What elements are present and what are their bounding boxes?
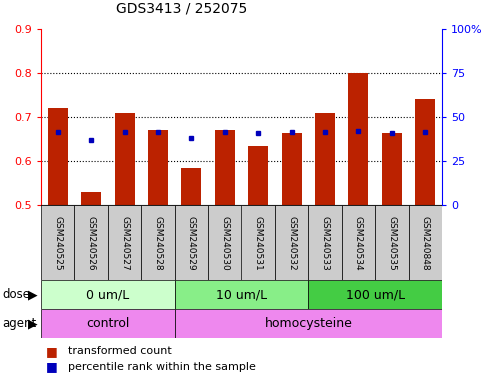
Text: 10 um/L: 10 um/L — [216, 288, 267, 301]
Text: GSM240528: GSM240528 — [154, 215, 162, 270]
Bar — [215, 130, 235, 205]
Text: homocysteine: homocysteine — [264, 317, 352, 330]
Bar — [375, 205, 409, 280]
Bar — [175, 280, 308, 309]
Text: ▶: ▶ — [28, 288, 38, 301]
Text: ■: ■ — [46, 360, 57, 373]
Bar — [308, 205, 342, 280]
Bar — [41, 205, 74, 280]
Bar — [142, 205, 175, 280]
Bar — [81, 192, 101, 205]
Bar — [148, 130, 168, 205]
Bar — [409, 205, 442, 280]
Bar — [74, 205, 108, 280]
Bar — [308, 280, 442, 309]
Text: 0 um/L: 0 um/L — [86, 288, 129, 301]
Bar — [41, 309, 175, 338]
Text: percentile rank within the sample: percentile rank within the sample — [68, 362, 256, 372]
Bar — [114, 113, 135, 205]
Text: GSM240534: GSM240534 — [354, 215, 363, 270]
Text: agent: agent — [2, 317, 37, 330]
Bar — [182, 168, 201, 205]
Text: GSM240535: GSM240535 — [387, 215, 397, 270]
Text: 100 um/L: 100 um/L — [345, 288, 405, 301]
Text: transformed count: transformed count — [68, 346, 171, 356]
Text: GSM240848: GSM240848 — [421, 215, 430, 270]
Bar — [108, 205, 142, 280]
Bar — [248, 146, 268, 205]
Bar — [175, 309, 442, 338]
Text: ▶: ▶ — [28, 317, 38, 330]
Text: GSM240529: GSM240529 — [187, 215, 196, 270]
Text: GSM240526: GSM240526 — [86, 215, 96, 270]
Bar — [315, 113, 335, 205]
Text: GSM240530: GSM240530 — [220, 215, 229, 270]
Text: GSM240525: GSM240525 — [53, 215, 62, 270]
Text: GDS3413 / 252075: GDS3413 / 252075 — [116, 2, 247, 15]
Bar — [48, 108, 68, 205]
Bar — [415, 99, 435, 205]
Text: GSM240533: GSM240533 — [321, 215, 329, 270]
Text: GSM240531: GSM240531 — [254, 215, 263, 270]
Text: dose: dose — [2, 288, 30, 301]
Bar — [348, 73, 369, 205]
Bar — [208, 205, 242, 280]
Bar — [282, 132, 301, 205]
Bar — [382, 132, 402, 205]
Text: ■: ■ — [46, 345, 57, 358]
Bar — [175, 205, 208, 280]
Text: GSM240527: GSM240527 — [120, 215, 129, 270]
Bar — [41, 280, 175, 309]
Text: control: control — [86, 317, 129, 330]
Text: GSM240532: GSM240532 — [287, 215, 296, 270]
Bar — [242, 205, 275, 280]
Bar — [275, 205, 308, 280]
Bar — [342, 205, 375, 280]
